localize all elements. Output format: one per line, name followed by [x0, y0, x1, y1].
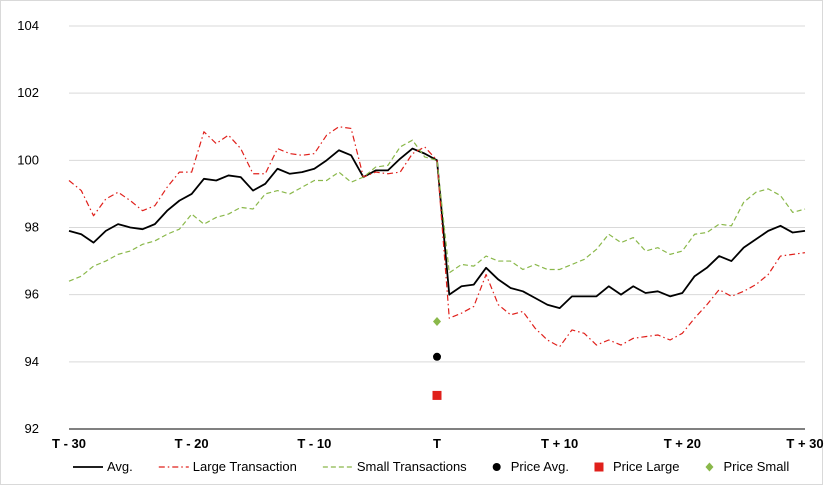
- legend-swatch: [705, 462, 714, 472]
- legend-entry: Price Avg.: [492, 459, 569, 474]
- y-tick-label: 104: [17, 18, 39, 33]
- gridlines: [69, 25, 805, 363]
- y-tick-label: 102: [17, 85, 39, 100]
- x-tick-label: T + 10: [541, 436, 578, 451]
- legend-entry: Price Small: [705, 459, 789, 474]
- x-tick-label: T - 20: [175, 436, 209, 451]
- series-line-1: [68, 126, 806, 348]
- legend-entry: Small Transactions: [322, 459, 467, 474]
- legend-label: Price Large: [613, 459, 679, 474]
- legend-label: Avg.: [107, 459, 133, 474]
- x-tick-label: T + 30: [786, 436, 823, 451]
- legend-label: Small Transactions: [357, 459, 467, 474]
- y-tick-label: 94: [25, 354, 39, 369]
- x-tick-label: T + 20: [664, 436, 701, 451]
- price-point-4: [432, 390, 442, 400]
- legend: Avg. Large Transaction Small Transactions P…: [73, 459, 789, 474]
- plot-area: [68, 126, 806, 400]
- y-tick-label: 98: [25, 220, 39, 235]
- x-tick-label: T - 10: [297, 436, 331, 451]
- legend-swatch: [594, 462, 604, 472]
- y-tick-label: 96: [25, 287, 39, 302]
- legend-entry: Large Transaction: [158, 459, 297, 474]
- legend-swatch: [492, 463, 501, 471]
- legend-label: Price Avg.: [511, 459, 569, 474]
- legend-entry: Avg.: [73, 459, 133, 474]
- x-tick-label: T - 30: [52, 436, 86, 451]
- legend-entry: Price Large: [594, 459, 679, 474]
- legend-label: Price Small: [723, 459, 789, 474]
- y-tick-label: 100: [17, 152, 39, 167]
- axes: 92 94 96 98 100 102 104 T - 30 T - 20 T - 10 T T + …: [17, 18, 823, 451]
- y-tick-label: 92: [25, 421, 39, 436]
- price-point-5: [433, 317, 441, 327]
- x-tick-label: T: [433, 436, 441, 451]
- legend-label: Large Transaction: [193, 459, 297, 474]
- price-point-3: [433, 352, 441, 361]
